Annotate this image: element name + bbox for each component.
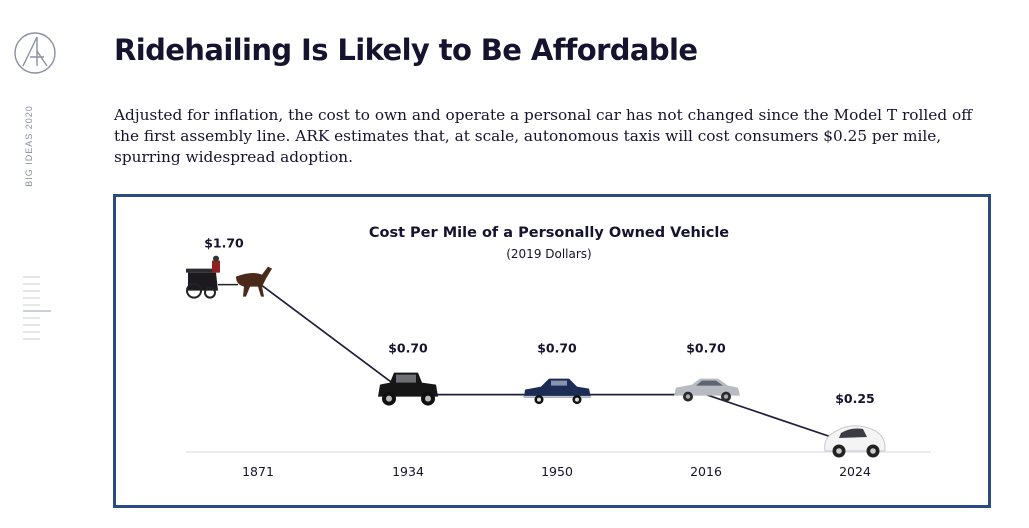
horse-carriage-icon [186,255,272,299]
x-tick-1934: 1934 [392,464,424,479]
chart-subtitle: (2019 Dollars) [506,247,592,261]
cost-per-mile-chart: Cost Per Mile of a Personally Owned Vehi… [186,225,931,479]
x-tick-2024: 2024 [839,464,871,479]
sidebar-label: BIG IDEAS 2020 [24,105,34,187]
chart-title: Cost Per Mile of a Personally Owned Vehi… [369,225,729,241]
x-tick-1871: 1871 [242,464,274,479]
chart-frame: Cost Per Mile of a Personally Owned Vehi… [113,194,991,508]
data-label-2016: $0.70 [686,341,726,356]
ark-logo-icon [14,32,56,74]
x-tick-1950: 1950 [541,464,573,479]
page-navigation[interactable] [23,276,53,346]
data-label-2024: $0.25 [835,391,875,406]
page-description: Adjusted for inflation, the cost to own … [114,106,973,166]
cost-line [257,281,856,446]
vintage-car-icon [378,372,438,406]
data-label-1950: $0.70 [537,341,577,356]
data-label-1871: $1.70 [204,236,244,251]
x-tick-2016: 2016 [690,464,722,479]
classic-sedan-icon [523,378,591,405]
page-title: Ridehailing Is Likely to Be Affordable [114,33,698,67]
data-label-1934: $0.70 [388,341,428,356]
autonomous-car-icon [824,425,886,458]
modern-sedan-icon [674,378,740,402]
